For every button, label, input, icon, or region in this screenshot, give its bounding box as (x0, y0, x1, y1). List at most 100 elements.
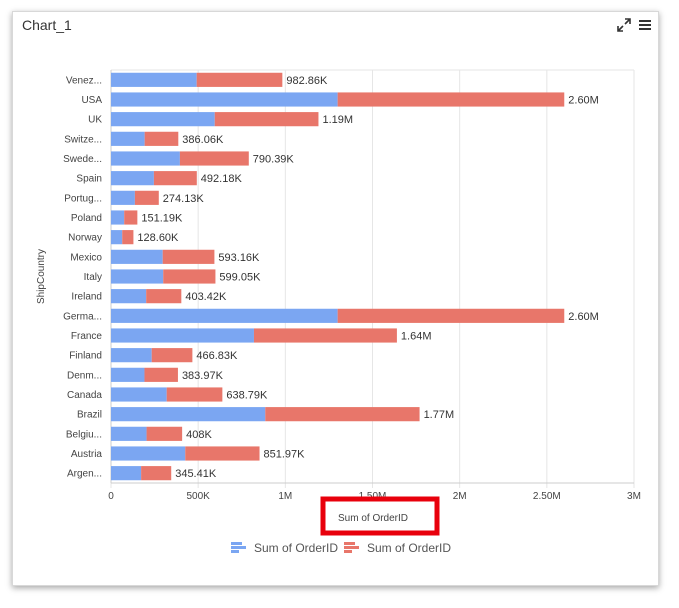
y-tick-label: Norway (68, 233, 102, 244)
bar-segment[interactable] (253, 328, 397, 343)
bar-segment[interactable] (144, 367, 178, 382)
y-tick-label: Poland (71, 213, 102, 224)
bar-segment[interactable] (179, 151, 249, 166)
bar-segment[interactable] (111, 249, 163, 264)
legend-marker[interactable] (344, 546, 359, 549)
y-tick-label: Spain (76, 174, 102, 185)
x-tick-label: 500K (186, 491, 210, 502)
y-tick-label: France (71, 331, 103, 342)
legend-marker[interactable] (344, 542, 355, 545)
data-label: 386.06K (182, 134, 224, 146)
bar-segment[interactable] (111, 131, 145, 146)
bar-segment[interactable] (111, 289, 147, 304)
bar-segment[interactable] (111, 269, 164, 284)
data-label: 274.13K (163, 193, 205, 205)
bar-segment[interactable] (122, 230, 134, 245)
y-tick-label: USA (81, 95, 102, 106)
y-tick-label: UK (88, 115, 102, 126)
y-tick-label: Finland (69, 351, 102, 362)
y-tick-label: Germa... (63, 311, 102, 322)
bar-segment[interactable] (265, 407, 420, 422)
data-label: 638.79K (226, 390, 268, 402)
y-tick-label: Denm... (67, 370, 102, 381)
bar-segment[interactable] (111, 230, 123, 245)
bar-segment[interactable] (162, 249, 215, 264)
bar-segment[interactable] (111, 210, 125, 225)
bar-segment[interactable] (153, 171, 197, 186)
data-label: 1.77M (424, 409, 455, 421)
bar-segment[interactable] (111, 426, 147, 441)
bar-segment[interactable] (146, 426, 183, 441)
data-label: 982.86K (286, 75, 328, 87)
x-axis-title: Sum of OrderID (338, 513, 408, 524)
data-label: 345.41K (175, 468, 217, 480)
bar-segment[interactable] (196, 72, 283, 87)
bar-segment[interactable] (163, 269, 216, 284)
data-label: 1.64M (401, 331, 432, 343)
legend-label[interactable]: Sum of OrderID (254, 541, 338, 555)
bar-segment[interactable] (111, 190, 135, 205)
bar-segment[interactable] (111, 171, 154, 186)
y-tick-label: Argen... (67, 469, 102, 480)
data-label: 403.42K (185, 291, 227, 303)
data-label: 151.19K (141, 213, 183, 225)
expand-icon[interactable] (616, 17, 632, 33)
legend-marker[interactable] (231, 542, 242, 545)
bar-segment[interactable] (166, 387, 223, 402)
y-tick-label: Venez... (66, 75, 102, 86)
bar-segment[interactable] (214, 112, 319, 127)
data-label: 593.16K (218, 252, 260, 264)
data-label: 1.19M (322, 114, 353, 126)
data-label: 383.97K (182, 370, 224, 382)
bar-segment[interactable] (337, 308, 565, 323)
bar-segment[interactable] (111, 407, 266, 422)
bar-segment[interactable] (111, 151, 180, 166)
bar-segment[interactable] (141, 466, 172, 481)
bar-segment[interactable] (111, 348, 152, 363)
data-label: 128.60K (137, 232, 179, 244)
bar-segment[interactable] (111, 466, 142, 481)
bar-segment[interactable] (111, 92, 338, 107)
y-tick-label: Swede... (63, 154, 102, 165)
bar-segment[interactable] (144, 131, 179, 146)
x-tick-label: 3M (627, 491, 641, 502)
bar-segment[interactable] (111, 328, 254, 343)
y-tick-label: Mexico (70, 252, 102, 263)
bar-segment[interactable] (185, 446, 260, 461)
widget-title: Chart_1 (22, 17, 72, 33)
y-tick-label: Italy (84, 272, 102, 283)
x-tick-label: 2.50M (533, 491, 561, 502)
bar-segment[interactable] (111, 308, 338, 323)
y-tick-label: Switze... (64, 134, 102, 145)
data-label: 492.18K (201, 173, 243, 185)
data-label: 851.97K (264, 449, 306, 461)
y-tick-label: Ireland (71, 292, 102, 303)
bar-segment[interactable] (111, 367, 145, 382)
bar-segment[interactable] (146, 289, 182, 304)
legend-marker[interactable] (231, 550, 239, 553)
bar-segment[interactable] (111, 72, 197, 87)
bar-chart: 0 500K 1M 1.50M 2M 2.50M 3M982.86KVenez...2.60… (36, 69, 641, 555)
data-label: 790.39K (253, 154, 295, 166)
data-label: 2.60M (568, 95, 599, 107)
data-label: 2.60M (568, 311, 599, 323)
bar-segment[interactable] (111, 112, 215, 127)
legend-label[interactable]: Sum of OrderID (367, 541, 451, 555)
y-tick-label: Portug... (64, 193, 102, 204)
bar-segment[interactable] (111, 387, 167, 402)
bar-segment[interactable] (111, 446, 186, 461)
y-tick-label: Austria (71, 449, 103, 460)
bar-segment[interactable] (337, 92, 565, 107)
legend-marker[interactable] (231, 546, 246, 549)
bar-segment[interactable] (124, 210, 138, 225)
y-tick-label: Belgiu... (66, 429, 102, 440)
chart-widget: Chart_1 0 500K 1M 1.50M 2M 2.50M 3M 982.86K Vene… (12, 11, 659, 586)
data-label: 466.83K (196, 350, 238, 362)
highlight-box (320, 496, 440, 536)
bar-segment[interactable] (134, 190, 159, 205)
data-label: 599.05K (219, 272, 261, 284)
menu-icon[interactable] (637, 17, 653, 33)
legend-marker[interactable] (344, 550, 352, 553)
x-tick-label: 0 (108, 491, 114, 502)
bar-segment[interactable] (151, 348, 193, 363)
